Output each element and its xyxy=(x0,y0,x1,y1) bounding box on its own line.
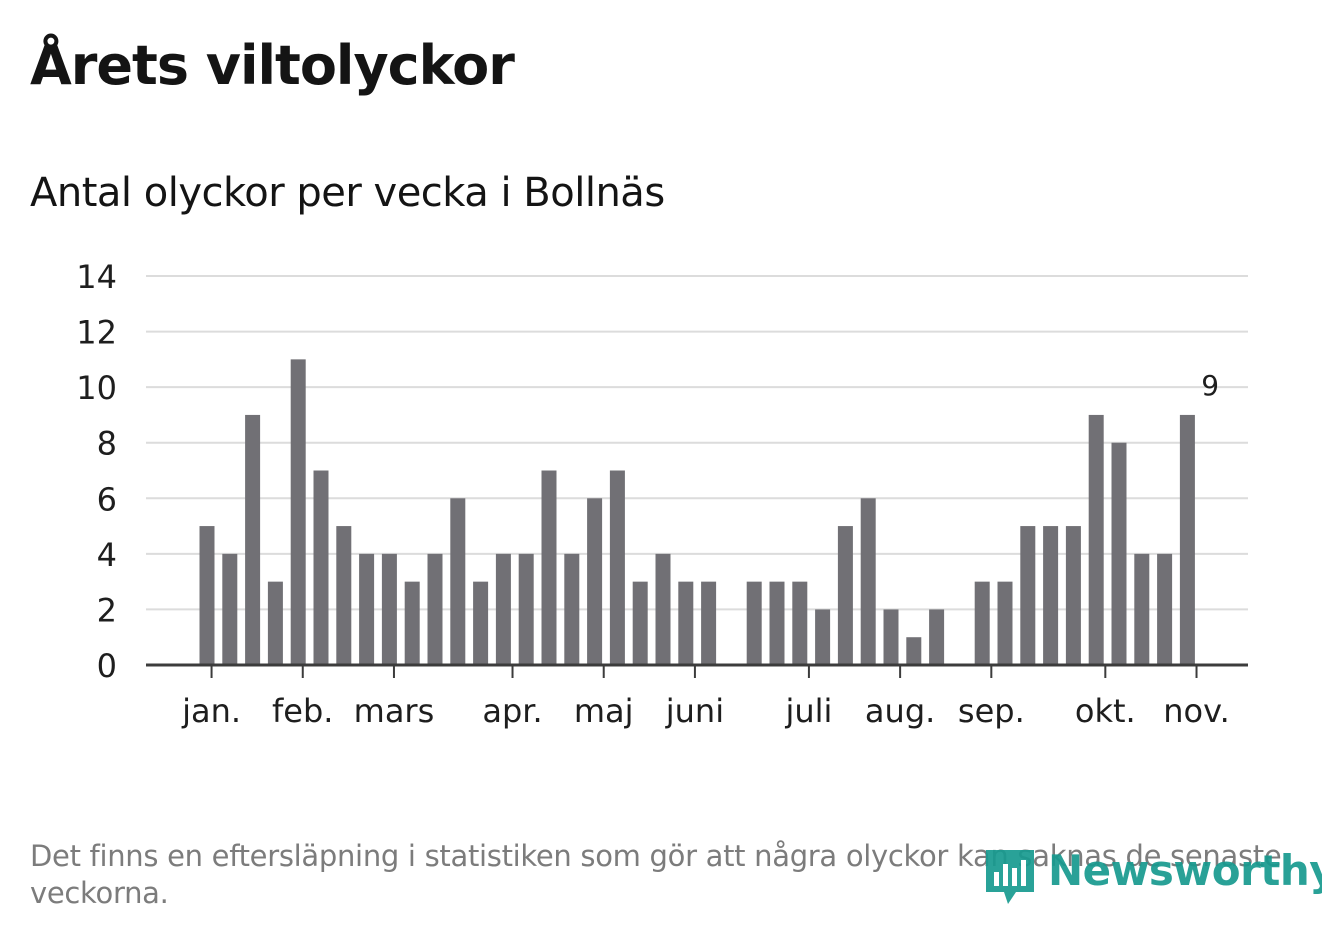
y-tick-label: 4 xyxy=(97,536,117,574)
bar xyxy=(974,581,990,665)
data-labels: 9 xyxy=(1201,369,1219,402)
bar xyxy=(222,553,238,665)
y-tick-label: 14 xyxy=(76,258,117,296)
footnote: Det finns en eftersläpning i statistiken… xyxy=(30,839,1282,910)
x-tick-label: feb. xyxy=(272,692,333,730)
bar xyxy=(290,359,306,665)
x-tick-label: sep. xyxy=(958,692,1025,730)
bar xyxy=(381,553,397,665)
bars xyxy=(199,359,1195,665)
bar xyxy=(883,609,899,665)
y-tick-label: 12 xyxy=(76,314,117,352)
bar xyxy=(518,553,534,665)
bar xyxy=(997,581,1013,665)
bar xyxy=(587,498,603,665)
bar xyxy=(815,609,831,665)
bar xyxy=(837,526,853,665)
x-tick-label: maj xyxy=(574,692,634,730)
bar xyxy=(929,609,945,665)
bar xyxy=(678,581,694,665)
brand-name: Newsworthy xyxy=(1048,846,1322,895)
bar xyxy=(1020,526,1036,665)
bar-chart: 0 2 4 6 8 10 12 14 jan. feb. mars apr. maj juni juli a… xyxy=(76,258,1248,730)
bar xyxy=(495,553,511,665)
bar xyxy=(769,581,785,665)
bar xyxy=(1179,414,1195,665)
bar xyxy=(199,526,215,665)
bar xyxy=(450,498,466,665)
x-tick-label: nov. xyxy=(1163,692,1229,730)
bar xyxy=(564,553,580,665)
bar xyxy=(906,637,922,665)
bar xyxy=(336,526,352,665)
newsworthy-logo-icon xyxy=(986,850,1034,904)
x-tick-label: mars xyxy=(354,692,435,730)
bar xyxy=(1043,526,1059,665)
bar xyxy=(746,581,762,665)
chart-title: Årets viltolyckor xyxy=(30,34,515,97)
bar xyxy=(701,581,717,665)
x-tick-label: apr. xyxy=(482,692,542,730)
bar xyxy=(245,414,261,665)
newsworthy-brand: Newsworthy xyxy=(982,846,1322,910)
y-tick-label: 10 xyxy=(76,369,117,407)
x-tick-label: okt. xyxy=(1075,692,1136,730)
x-axis-ticks: jan. feb. mars apr. maj juni juli aug. sep. okt. n… xyxy=(181,665,1230,730)
bar xyxy=(1065,526,1081,665)
bar xyxy=(1111,442,1127,665)
bar xyxy=(609,470,625,665)
chart-subtitle: Antal olyckor per vecka i Bollnäs xyxy=(30,170,665,216)
bar xyxy=(655,553,671,665)
y-tick-label: 6 xyxy=(97,480,117,518)
bar xyxy=(267,581,283,665)
bar xyxy=(1157,553,1173,665)
y-tick-label: 2 xyxy=(97,591,117,629)
gridlines xyxy=(146,275,1248,611)
bar xyxy=(860,498,876,665)
bar xyxy=(1088,414,1104,665)
bar xyxy=(404,581,420,665)
data-label: 9 xyxy=(1201,369,1219,402)
bar xyxy=(632,581,648,665)
bar xyxy=(473,581,489,665)
x-tick-label: aug. xyxy=(865,692,935,730)
bar xyxy=(313,470,329,665)
bar xyxy=(427,553,443,665)
bar xyxy=(792,581,808,665)
x-tick-label: juli xyxy=(784,692,832,730)
x-tick-label: jan. xyxy=(181,692,241,730)
bar xyxy=(1134,553,1150,665)
bar xyxy=(541,470,557,665)
y-tick-label: 0 xyxy=(97,647,117,685)
y-tick-label: 8 xyxy=(97,425,117,463)
bar xyxy=(359,553,375,665)
y-axis-ticks: 0 2 4 6 8 10 12 14 xyxy=(76,258,117,685)
x-tick-label: juni xyxy=(665,692,724,730)
